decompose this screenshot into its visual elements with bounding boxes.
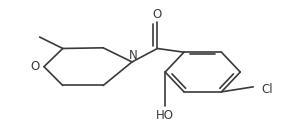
Text: N: N xyxy=(128,49,137,62)
Text: Cl: Cl xyxy=(261,83,273,96)
Text: O: O xyxy=(30,60,39,73)
Text: O: O xyxy=(153,8,162,21)
Text: HO: HO xyxy=(156,109,174,122)
